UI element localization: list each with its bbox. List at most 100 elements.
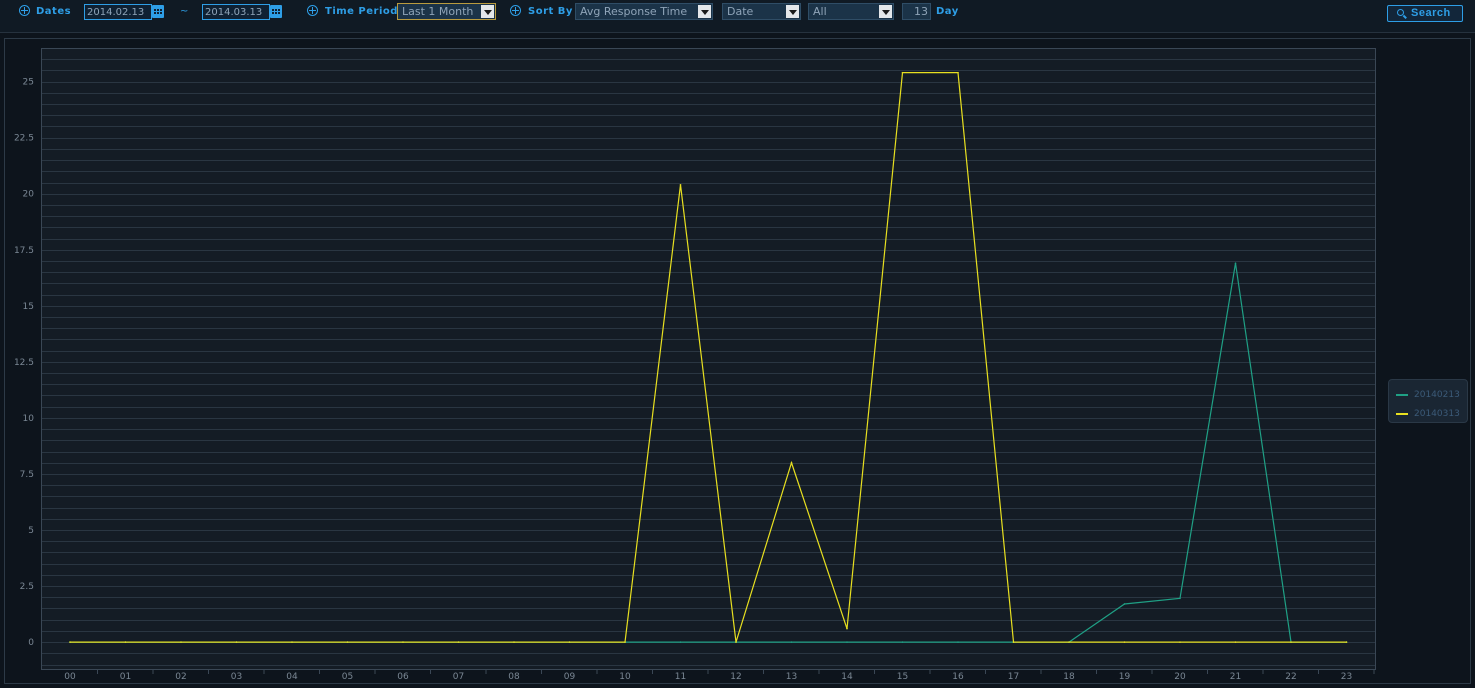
y-tick-label: 0 — [28, 638, 34, 648]
chevron-down-icon — [481, 5, 494, 18]
chart-panel: 0 2.5 5 7.5 10 12.5 15 17.5 20 22.5 25 00 01 02 03 04 05… — [4, 38, 1471, 684]
x-tick-label: 01 — [120, 672, 131, 682]
y-tick-label: 10 — [23, 414, 35, 424]
y-tick-label: 20 — [23, 190, 35, 200]
data-point — [846, 627, 848, 630]
data-point — [1234, 262, 1237, 265]
data-point — [1234, 641, 1237, 643]
date-from-input[interactable] — [84, 4, 152, 20]
x-tick-label: 20 — [1174, 672, 1186, 682]
data-point — [568, 641, 571, 643]
calendar-icon[interactable] — [270, 5, 282, 18]
x-tick-label: 15 — [897, 672, 908, 682]
sort-by-label: Sort By — [528, 6, 573, 17]
data-point — [735, 641, 737, 643]
x-tick-label: 22 — [1285, 672, 1296, 682]
data-point — [180, 641, 182, 643]
data-point — [513, 641, 515, 643]
legend-swatch — [1396, 413, 1408, 415]
search-label: Search — [1411, 7, 1451, 19]
x-tick-label: 04 — [286, 672, 298, 682]
x-tick-label: 06 — [397, 672, 409, 682]
time-period-value: Last 1 Month — [402, 5, 474, 18]
sort-by-value: Avg Response Time — [580, 5, 688, 18]
search-button[interactable]: Search — [1387, 5, 1463, 22]
data-point — [679, 183, 682, 186]
x-tick-label: 07 — [453, 672, 464, 682]
data-point — [1345, 641, 1348, 643]
data-point — [846, 641, 848, 643]
dates-plus-icon — [19, 5, 30, 16]
x-tick-label: 10 — [619, 672, 631, 682]
data-point — [957, 641, 959, 643]
toolbar: Dates ~ Time Period Last 1 Month Sort By… — [0, 0, 1475, 33]
chevron-down-icon — [786, 5, 799, 18]
x-tick-label: 00 — [64, 672, 76, 682]
calendar-icon[interactable] — [152, 5, 164, 18]
data-point — [957, 71, 959, 74]
data-point — [69, 641, 71, 643]
group-select[interactable]: Date — [722, 3, 801, 20]
data-point — [1179, 641, 1181, 643]
filter-select[interactable]: All — [808, 3, 894, 20]
chevron-down-icon — [698, 5, 711, 18]
data-point — [124, 641, 127, 643]
data-point — [679, 641, 682, 643]
x-tick-label: 16 — [952, 672, 964, 682]
x-tick-label: 21 — [1230, 672, 1241, 682]
x-tick-label: 02 — [175, 672, 186, 682]
data-point — [901, 71, 904, 74]
x-tick-label: 05 — [342, 672, 353, 682]
day-input[interactable] — [902, 3, 931, 20]
date-to-input[interactable] — [202, 4, 270, 20]
y-tick-label: 17.5 — [14, 246, 34, 256]
time-period-label: Time Period — [325, 6, 398, 17]
x-tick-label: 11 — [675, 672, 686, 682]
data-point — [901, 641, 904, 643]
sort-by-select[interactable]: Avg Response Time — [575, 3, 713, 20]
plot-background — [41, 48, 1375, 669]
data-point — [790, 641, 793, 643]
x-tick-label: 23 — [1341, 672, 1352, 682]
y-tick-label: 25 — [23, 78, 34, 88]
data-point — [235, 641, 238, 643]
x-tick-label: 13 — [786, 672, 797, 682]
legend-swatch — [1396, 394, 1408, 396]
data-point — [1290, 641, 1292, 643]
data-point — [624, 641, 626, 643]
group-value: Date — [727, 5, 754, 18]
data-point — [1123, 641, 1126, 643]
data-point — [1068, 641, 1070, 643]
y-tick-label: 22.5 — [14, 134, 34, 144]
y-tick-label: 5 — [28, 526, 34, 536]
data-point — [1179, 597, 1181, 600]
data-point — [1012, 641, 1015, 643]
data-point — [291, 641, 293, 643]
dates-label: Dates — [36, 6, 72, 17]
line-chart: 0 2.5 5 7.5 10 12.5 15 17.5 20 22.5 25 00 01 02 03 04 05… — [14, 48, 1376, 682]
data-point — [346, 641, 349, 643]
day-label: Day — [936, 6, 959, 17]
x-tick-label: 19 — [1119, 672, 1131, 682]
time-period-select[interactable]: Last 1 Month — [397, 3, 496, 20]
legend-label: 20140213 — [1414, 390, 1460, 400]
x-tick-label: 09 — [564, 672, 576, 682]
x-tick-label: 08 — [508, 672, 520, 682]
range-separator: ~ — [180, 6, 189, 17]
y-tick-label: 7.5 — [20, 470, 34, 480]
time-period-plus-icon — [307, 5, 318, 16]
search-icon — [1397, 9, 1404, 16]
sort-by-plus-icon — [510, 5, 521, 16]
data-point — [402, 641, 404, 643]
chevron-down-icon — [879, 5, 892, 18]
data-point — [1123, 603, 1126, 605]
y-tick-label: 2.5 — [20, 582, 34, 592]
x-tick-label: 03 — [231, 672, 242, 682]
data-point — [457, 641, 460, 643]
x-tick-label: 17 — [1008, 672, 1019, 682]
data-point — [790, 461, 793, 464]
chart-legend: 20140213 20140313 — [1388, 379, 1468, 423]
x-tick-label: 18 — [1063, 672, 1075, 682]
filter-value: All — [813, 5, 827, 18]
x-tick-label: 14 — [841, 672, 853, 682]
